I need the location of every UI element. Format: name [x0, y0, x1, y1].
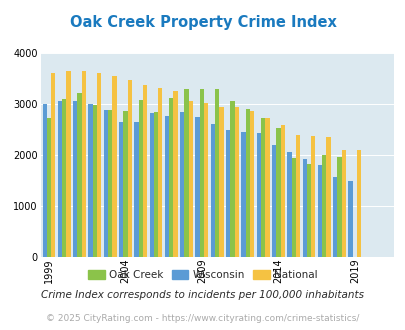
Bar — [226, 130, 230, 257]
Bar — [43, 104, 47, 257]
Bar — [317, 165, 321, 257]
Bar — [47, 118, 51, 257]
Bar — [149, 113, 153, 257]
Bar — [337, 157, 341, 257]
Bar — [97, 73, 101, 257]
Bar — [88, 104, 92, 257]
Bar — [249, 111, 254, 257]
Bar — [219, 107, 223, 257]
Bar — [204, 103, 208, 257]
Bar — [210, 124, 215, 257]
Bar — [332, 177, 337, 257]
Bar — [173, 91, 177, 257]
Bar — [341, 150, 345, 257]
Bar — [184, 88, 188, 257]
Bar — [92, 105, 97, 257]
Bar — [230, 101, 234, 257]
Text: © 2025 CityRating.com - https://www.cityrating.com/crime-statistics/: © 2025 CityRating.com - https://www.city… — [46, 314, 359, 323]
Bar — [51, 73, 55, 257]
Bar — [77, 93, 81, 257]
Bar — [291, 158, 295, 257]
Bar — [143, 84, 147, 257]
Bar — [280, 125, 284, 257]
Bar — [256, 133, 260, 257]
Text: Oak Creek Property Crime Index: Oak Creek Property Crime Index — [69, 15, 336, 30]
Bar — [134, 122, 138, 257]
Bar — [138, 100, 143, 257]
Bar — [234, 107, 238, 257]
Legend: Oak Creek, Wisconsin, National: Oak Creek, Wisconsin, National — [84, 266, 321, 284]
Bar — [123, 111, 127, 257]
Bar — [260, 118, 264, 257]
Bar — [119, 122, 123, 257]
Bar — [158, 88, 162, 257]
Bar — [66, 71, 70, 257]
Bar — [286, 151, 291, 257]
Bar — [180, 112, 184, 257]
Bar — [245, 109, 249, 257]
Bar — [275, 128, 280, 257]
Bar — [326, 137, 330, 257]
Bar — [302, 159, 306, 257]
Bar — [347, 181, 352, 257]
Bar — [169, 98, 173, 257]
Bar — [295, 135, 299, 257]
Bar — [104, 110, 108, 257]
Bar — [188, 101, 192, 257]
Bar — [73, 101, 77, 257]
Bar — [164, 116, 169, 257]
Bar — [58, 101, 62, 257]
Bar — [215, 88, 219, 257]
Bar — [264, 118, 269, 257]
Text: Crime Index corresponds to incidents per 100,000 inhabitants: Crime Index corresponds to incidents per… — [41, 290, 364, 300]
Bar — [306, 164, 310, 257]
Bar — [195, 117, 199, 257]
Bar — [321, 155, 326, 257]
Bar — [356, 150, 360, 257]
Bar — [199, 89, 204, 257]
Bar — [112, 76, 116, 257]
Bar — [81, 71, 86, 257]
Bar — [108, 110, 112, 257]
Bar — [271, 145, 275, 257]
Bar — [153, 112, 158, 257]
Bar — [62, 99, 66, 257]
Bar — [241, 132, 245, 257]
Bar — [127, 81, 132, 257]
Bar — [310, 136, 315, 257]
